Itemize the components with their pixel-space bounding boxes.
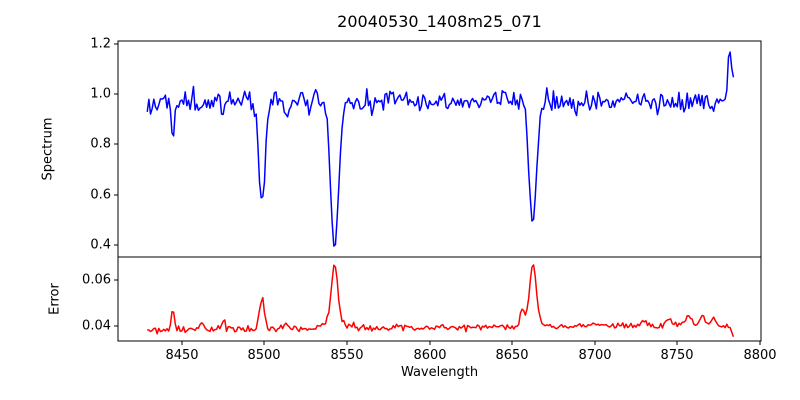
spectrum-y-tick-label: 1.2: [90, 36, 111, 52]
spectrum-y-tick-label: 0.4: [90, 237, 111, 253]
x-tick-label: 8700: [578, 348, 612, 363]
error-line: [147, 264, 735, 338]
spectrum-y-tick-label: 1.0: [90, 86, 111, 102]
spectrum-y-tick-label: 0.6: [90, 187, 111, 203]
tick-marks: [114, 43, 761, 345]
x-tick-label: 8450: [165, 348, 199, 363]
figure-title: 20040530_1408m25_071: [337, 12, 542, 31]
error-axes-border: [117, 256, 762, 342]
spectrum-y-tick-label: 0.8: [90, 136, 111, 152]
x-tick-label: 8750: [660, 348, 694, 363]
x-tick-label: 8800: [743, 348, 777, 363]
error-y-tick-label: 0.06: [82, 272, 111, 288]
x-tick-label: 8600: [413, 348, 447, 363]
spectrum-y-axis-label: Spectrum: [40, 117, 56, 181]
spectrum-axes-border: [117, 40, 762, 258]
spectrum-line: [146, 51, 735, 247]
x-tick-label: 8500: [247, 348, 281, 363]
wavelength-x-axis-label: Wavelength: [400, 365, 479, 380]
error-y-axis-label: Error: [47, 283, 63, 315]
x-tick-label: 8650: [495, 348, 529, 363]
x-tick-label: 8550: [330, 348, 364, 363]
error-y-tick-label: 0.04: [82, 318, 111, 334]
